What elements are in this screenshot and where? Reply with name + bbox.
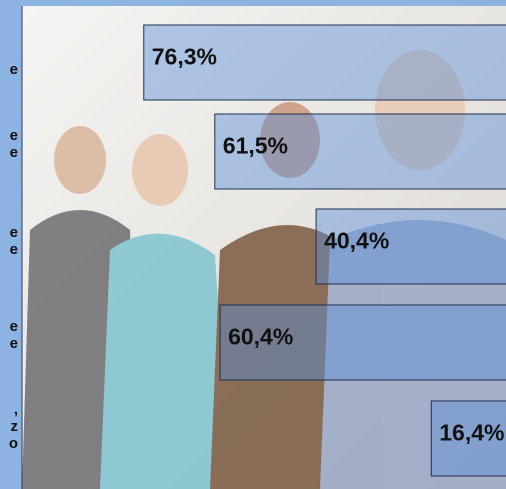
page: 76,3%61,5%40,4%60,4%16,4%eeeeeee,zo (() …: [0, 0, 506, 489]
side-text: e: [10, 318, 18, 335]
chart: 76,3%61,5%40,4%60,4%16,4%eeeeeee,zo: [0, 0, 506, 489]
side-text: z: [11, 418, 19, 435]
side-text: e: [10, 241, 18, 258]
value-label: 61,5%: [223, 133, 288, 159]
side-text: e: [10, 61, 18, 78]
value-label: 16,4%: [439, 420, 504, 446]
side-text: e: [10, 224, 18, 241]
side-text: ,: [14, 401, 18, 418]
side-text: e: [10, 127, 18, 144]
side-text: e: [10, 144, 18, 161]
value-label: 60,4%: [228, 324, 293, 350]
side-text: o: [9, 435, 18, 452]
value-label: 76,3%: [152, 44, 217, 70]
value-label: 40,4%: [324, 228, 389, 254]
side-text: e: [10, 335, 18, 352]
